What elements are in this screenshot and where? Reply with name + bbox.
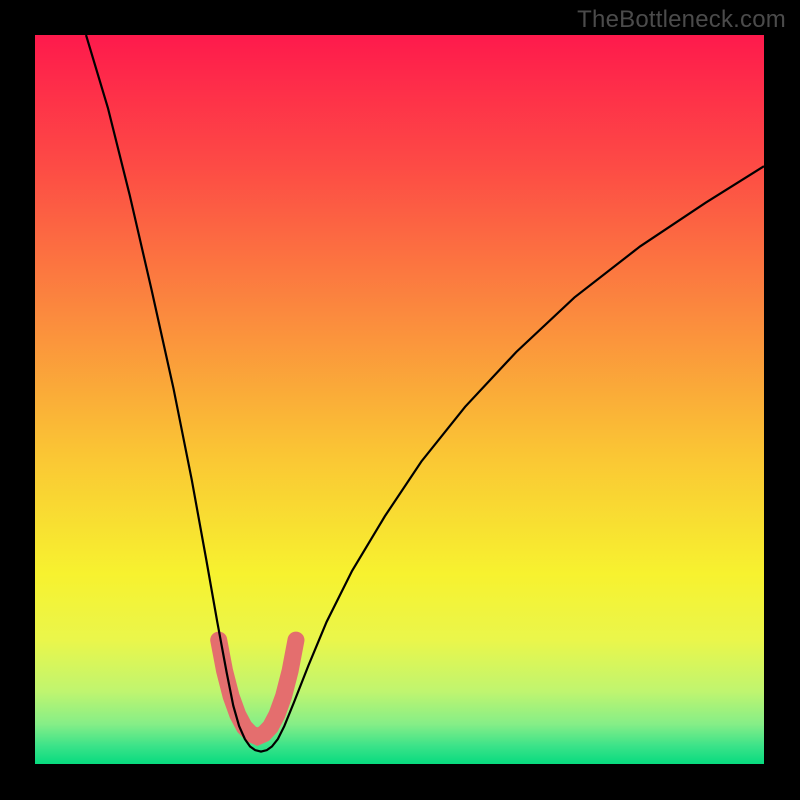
plot-area	[35, 35, 764, 764]
plot-background	[35, 35, 764, 764]
plot-svg	[35, 35, 764, 764]
watermark-text: TheBottleneck.com	[577, 6, 786, 34]
chart-frame: TheBottleneck.com	[0, 0, 800, 800]
